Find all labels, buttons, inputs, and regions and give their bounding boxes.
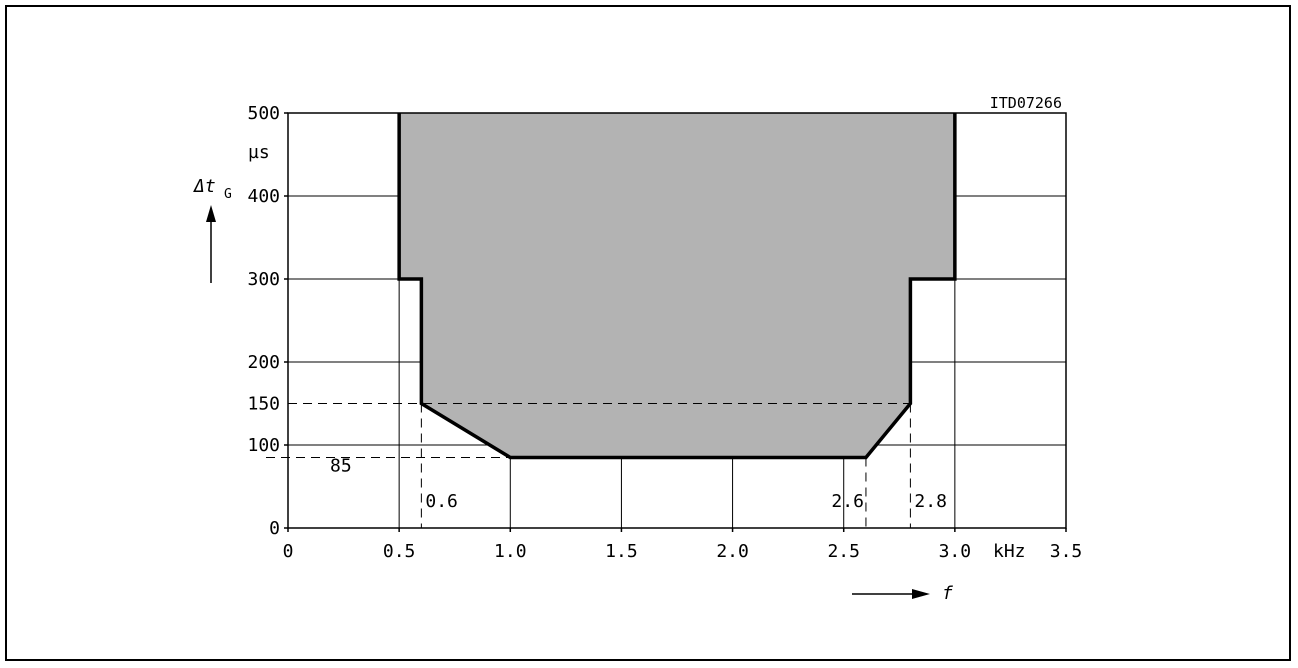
annotations: 85 150 0.6 2.6 2.8: [247, 394, 946, 513]
y-axis-label: Δt G: [193, 176, 232, 202]
x-tick-label-2: 1.0: [494, 541, 527, 562]
y-arrow-icon: [206, 205, 216, 283]
y-tick-label-2: 200: [247, 352, 280, 373]
reference-lines: [266, 403, 911, 528]
x-tick-label-7: 3.5: [1050, 541, 1083, 562]
y-tick-label-4: 400: [247, 186, 280, 207]
plot-frame: [287, 112, 1067, 529]
axes: [284, 112, 1067, 532]
region-area: [399, 113, 955, 458]
y-tick-label-5: 500: [247, 103, 280, 124]
y-axis-label-sub: G: [224, 187, 232, 202]
y-axis-label-main: Δt: [193, 176, 216, 197]
x-arrow-icon: [852, 589, 930, 599]
annotation-2-6: 2.6: [831, 491, 864, 512]
y-unit: µs: [248, 142, 270, 163]
x-tick-label-6: 3.0: [939, 541, 972, 562]
annotation-150: 150: [247, 394, 280, 415]
annotation-0-6: 0.6: [425, 491, 458, 512]
y-tick-label-3: 300: [247, 269, 280, 290]
figure-code: ITD07266: [990, 94, 1062, 112]
x-axis-label: f: [942, 583, 953, 604]
annotation-2-8: 2.8: [914, 491, 947, 512]
x-tick-label-4: 2.0: [716, 541, 749, 562]
x-tick-label-5: 2.5: [827, 541, 860, 562]
x-tick-label-3: 1.5: [605, 541, 638, 562]
x-tick-label-1: 0.5: [383, 541, 416, 562]
annotation-85: 85: [330, 455, 352, 476]
y-tick-label-0: 0: [269, 518, 280, 539]
x-tick-label-0: 0: [283, 541, 294, 562]
x-unit: kHz: [993, 541, 1026, 562]
y-tick-label-1: 100: [247, 435, 280, 456]
tick-labels: 0 0.5 1.0 1.5 2.0 2.5 3.0 3.5 0 100 200 300 400 500: [247, 103, 1082, 562]
region-boundary: [397, 113, 957, 460]
